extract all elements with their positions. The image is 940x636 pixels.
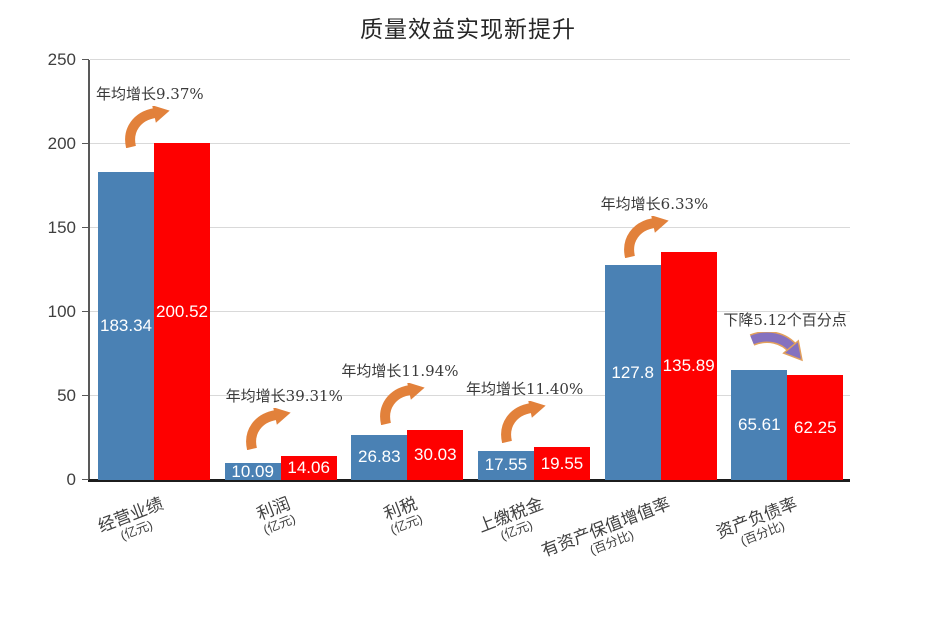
annotation: 年均增长11.40%: [466, 378, 584, 444]
decline-arrow-icon: [750, 331, 804, 361]
chart-title: 质量效益实现新提升: [360, 16, 576, 42]
y-axis-tick-label: 100: [47, 302, 76, 321]
category-label: 利润 (亿元): [254, 494, 298, 537]
annotation: 年均增长9.37%: [96, 83, 204, 149]
bar-group: 26.83 30.03: [343, 60, 470, 480]
annotation-text: 年均增长6.33%: [600, 194, 709, 213]
bar-blue: 183.34: [98, 172, 154, 480]
bar-red: 200.52: [154, 143, 210, 480]
category-label: 利税 (亿元): [381, 494, 425, 537]
annotation: 年均增长39.31%: [225, 385, 343, 451]
y-axis-tick-label: 50: [57, 386, 76, 405]
bar-value-label: 14.06: [287, 458, 330, 478]
bar-group: 17.55 19.55: [470, 60, 597, 480]
bar-value-label: 135.89: [662, 355, 715, 375]
y-axis-tick-label: 200: [47, 134, 76, 153]
bar-value-label: 183.34: [100, 316, 152, 335]
y-axis-tick: [82, 227, 89, 228]
bar-blue: 10.09: [224, 462, 281, 481]
y-axis-tick-label: 150: [47, 218, 76, 237]
annotation-arrow: [245, 408, 299, 451]
y-axis-tick-label: 250: [47, 50, 76, 69]
bar-red: 30.03: [407, 429, 464, 480]
bar-blue: 26.83: [351, 434, 408, 480]
bar-blue: 65.61: [731, 369, 788, 480]
annotation-text: 年均增长11.40%: [466, 380, 584, 399]
y-axis-tick: [82, 143, 89, 144]
bar-group: 183.34 200.52: [90, 60, 217, 480]
bar-value-label: 19.55: [540, 453, 584, 473]
bar-blue: 17.55: [478, 450, 534, 480]
bar-blue: 127.8: [604, 265, 661, 480]
annotation-text: 年均增长39.31%: [225, 387, 343, 406]
annotation: 年均增长6.33%: [600, 193, 709, 258]
bar-value-label: 62.25: [794, 417, 837, 437]
category-label: 资产负债率 (百分比): [713, 494, 804, 556]
annotation-arrow: [124, 106, 178, 149]
gridline: [90, 143, 850, 144]
bar-value-label: 10.09: [231, 461, 274, 481]
annotation-text: 下降5.12个百分点: [723, 310, 847, 329]
bar-value-label: 17.55: [484, 455, 528, 475]
annotation-arrow: [379, 382, 433, 425]
bar-red: 62.25: [787, 375, 844, 480]
bar-group: 65.61 62.25: [723, 60, 850, 480]
bar-group: 127.8 135.89: [597, 60, 724, 480]
y-axis-tick: [82, 479, 89, 480]
bar-value-label: 30.03: [414, 444, 457, 464]
bar-red: 14.06: [280, 456, 337, 480]
gridline: [90, 395, 850, 396]
annotation: 年均增长11.94%: [341, 360, 459, 425]
bar-value-label: 65.61: [738, 414, 781, 434]
y-axis-tick: [82, 395, 89, 396]
annotation-text: 年均增长9.37%: [96, 85, 204, 104]
bar-value-label: 200.52: [156, 301, 208, 321]
y-axis-tick-label: 0: [66, 470, 76, 489]
category-label: 有资产保值增值率 (百分比): [539, 494, 678, 574]
y-axis-tick: [82, 311, 89, 312]
annotation-arrow: [500, 401, 554, 444]
annotation-text: 年均增长11.94%: [341, 361, 459, 380]
growth-arrow-icon: [245, 408, 291, 451]
x-axis-line: [88, 479, 850, 482]
bar-group: 10.09 14.06: [217, 60, 344, 481]
gridline: [90, 227, 850, 228]
y-axis-tick: [82, 59, 89, 60]
annotation-arrow: [623, 215, 677, 258]
gridline: [90, 59, 850, 60]
bar-value-label: 26.83: [358, 447, 401, 467]
gridline: [90, 311, 850, 312]
growth-arrow-icon: [623, 215, 669, 258]
annotation-arrow: [747, 331, 813, 378]
growth-arrow-icon: [125, 106, 170, 149]
bar-value-label: 127.8: [611, 362, 654, 382]
annotation: 下降5.12个百分点: [723, 309, 847, 378]
bar-red: 19.55: [534, 447, 590, 480]
bar-red: 135.89: [660, 251, 717, 480]
plot-area: 0 50 100 150 200 250 183.34 200.52 10.09 14.06 26.…: [48, 50, 850, 489]
category-label: 经营业绩 (亿元): [96, 494, 171, 549]
growth-arrow-icon: [501, 401, 546, 444]
growth-arrow-icon: [380, 382, 425, 425]
